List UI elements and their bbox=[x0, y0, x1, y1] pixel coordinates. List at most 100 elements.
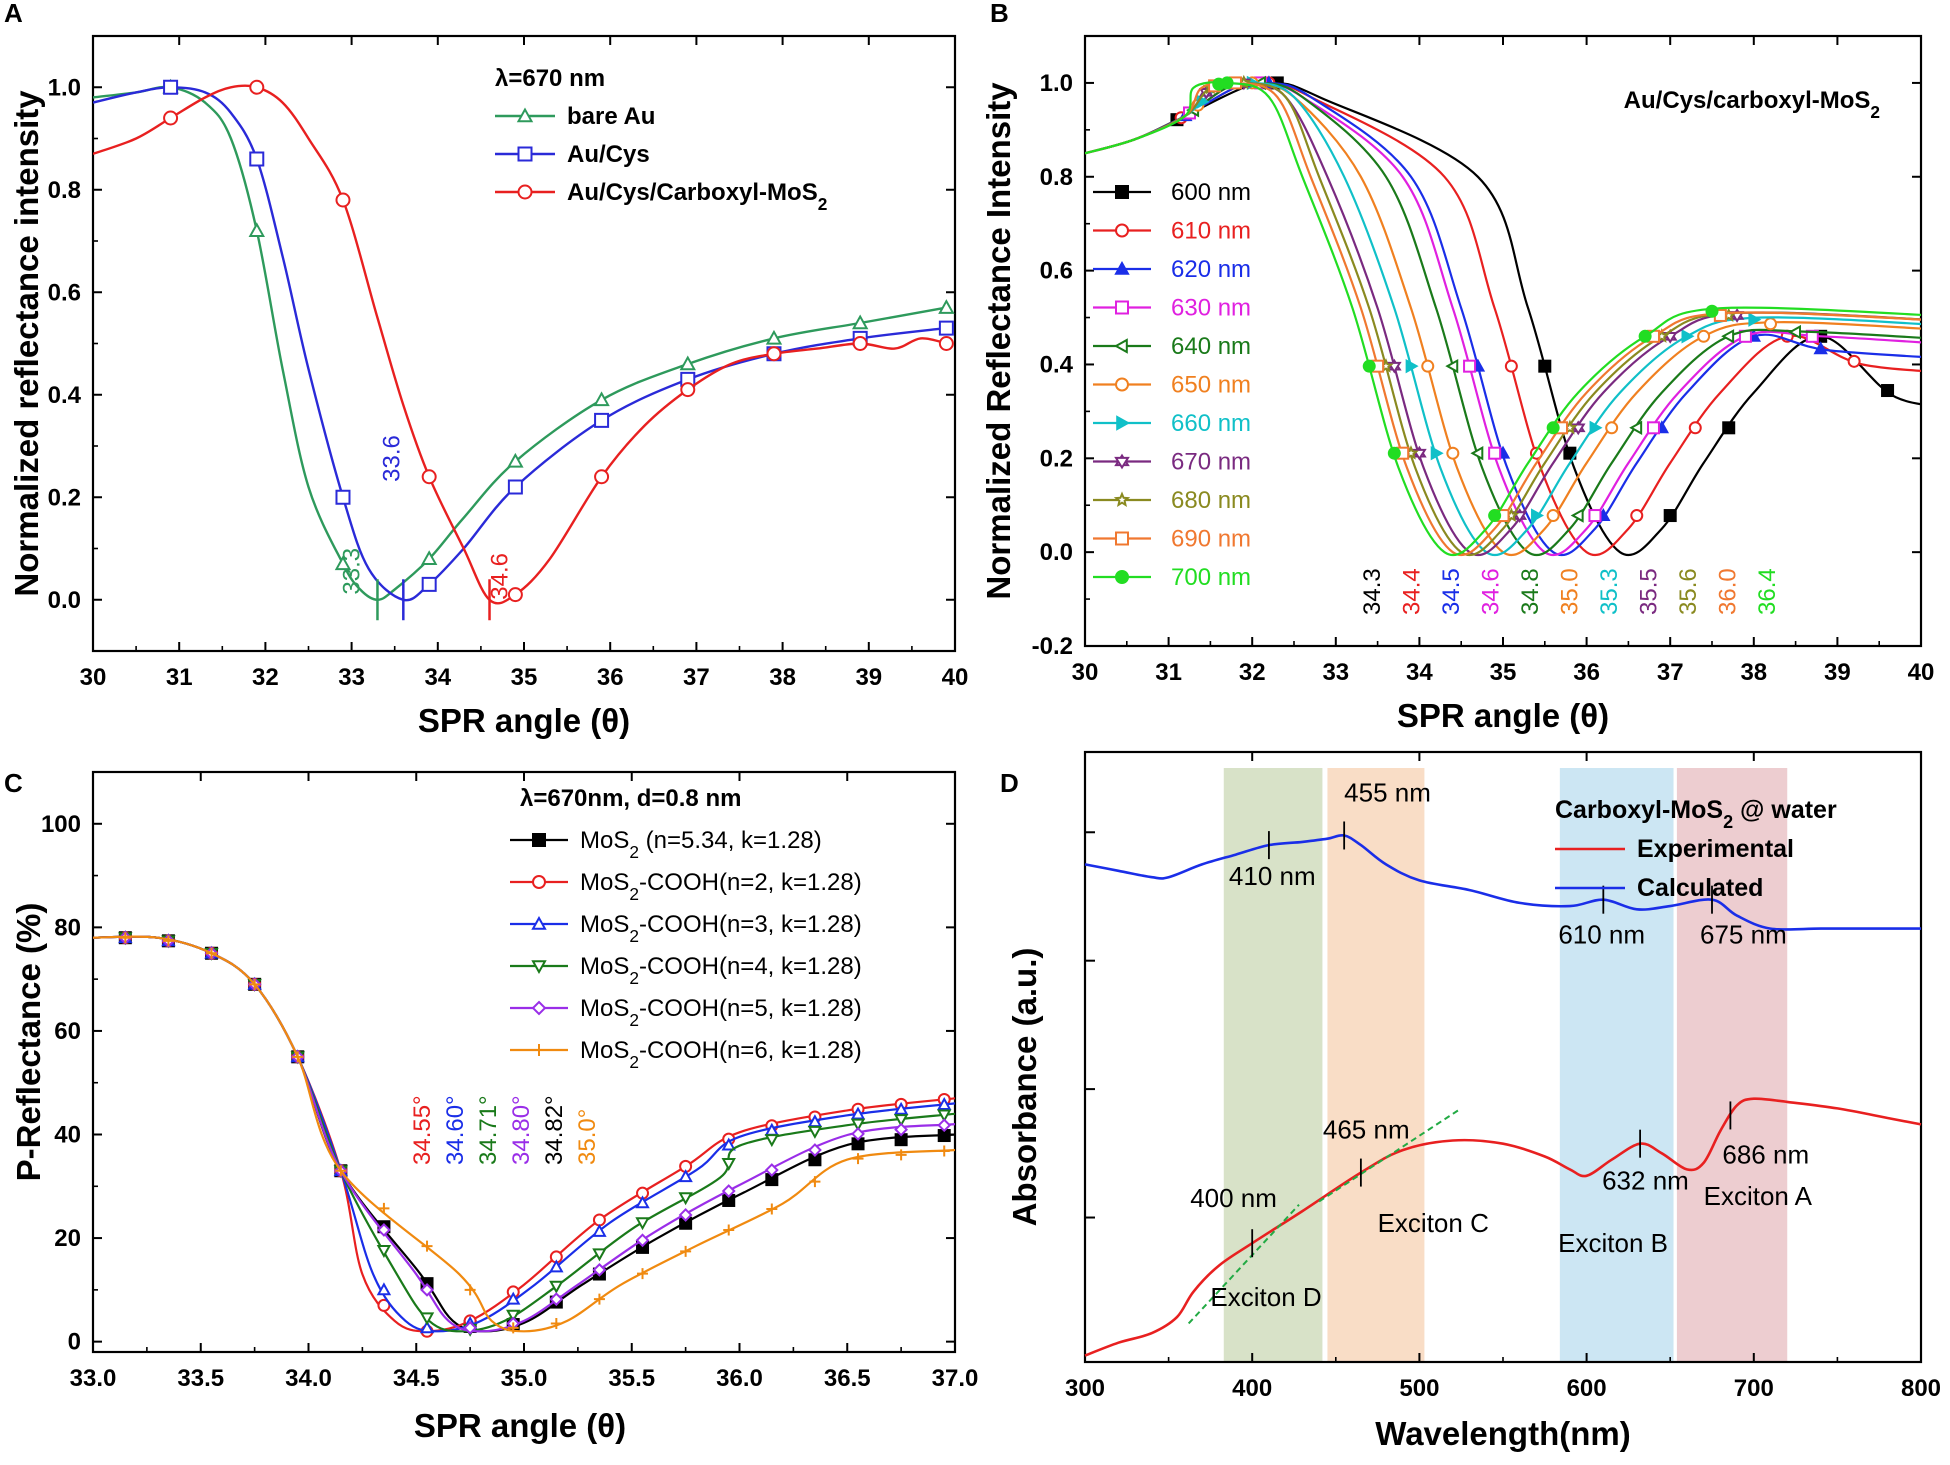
panel-b-title-part: Au/Cys/carboxyl-MoS bbox=[1624, 87, 1871, 114]
panel-c-marker bbox=[549, 1280, 564, 1294]
panel-a-xtick-label: 33 bbox=[338, 664, 365, 691]
panel-b-marker bbox=[1538, 359, 1552, 373]
panel-b-marker bbox=[1588, 509, 1602, 523]
panel-b-legend-marker bbox=[1115, 531, 1129, 546]
panel-b-marker bbox=[1405, 358, 1419, 374]
panel-d-band bbox=[1559, 768, 1674, 1362]
panel-a-marker bbox=[249, 151, 265, 167]
panel-c-legend-marker bbox=[531, 915, 547, 930]
panel-c-marker bbox=[678, 1208, 693, 1222]
panel-a-ytick-label: 1.0 bbox=[48, 74, 81, 101]
panel-c-marker bbox=[809, 1176, 821, 1188]
panel-a-xtick-label: 32 bbox=[252, 664, 279, 691]
panel-a-series bbox=[93, 78, 955, 602]
panel-c-marker bbox=[420, 1282, 434, 1297]
panel-c-marker bbox=[549, 1292, 564, 1307]
panel-c-ytick-label: 40 bbox=[54, 1122, 81, 1149]
panel-c-legend-label-part: MoS bbox=[580, 869, 629, 896]
panel-b-legend-marker bbox=[1115, 570, 1129, 584]
panel-b-marker bbox=[1387, 446, 1401, 460]
panel-c-marker bbox=[506, 1291, 521, 1305]
panel-c-legend-label: MoS2-COOH(n=3, k=1.28) bbox=[580, 911, 862, 946]
panel-c-min-label: 34.60° bbox=[442, 1095, 469, 1165]
panel-b-legend-marker-b bbox=[1114, 456, 1130, 470]
panel-c-xtick-label: 36.5 bbox=[824, 1365, 871, 1392]
panel-b-legend-label: 610 nm bbox=[1171, 218, 1251, 245]
panel-a-marker bbox=[163, 79, 179, 95]
panel-b-xtick-label: 39 bbox=[1824, 659, 1851, 686]
panel-c-marker bbox=[895, 1149, 907, 1161]
panel-c-xtick-label: 35.0 bbox=[501, 1365, 548, 1392]
panel-c-legend-label-part: MoS bbox=[580, 827, 629, 854]
panel-b-marker bbox=[1813, 341, 1828, 355]
panel-c-legend-label-subscript: 2 bbox=[629, 884, 639, 904]
panel-b-marker bbox=[1721, 329, 1735, 344]
panel-a-line bbox=[93, 84, 947, 605]
panel-d-peak-label: 675 nm bbox=[1700, 920, 1787, 950]
panel-a-xtick-label: 40 bbox=[942, 664, 969, 691]
panel-d-tangent bbox=[1318, 1107, 1462, 1203]
panel-b-xtick-label: 36 bbox=[1573, 659, 1600, 686]
panel-c-legend-label-subscript: 2 bbox=[629, 842, 639, 862]
panel-b-letter: B bbox=[990, 0, 1009, 28]
panel-b-marker bbox=[1764, 317, 1778, 331]
panel-b-marker bbox=[1646, 421, 1660, 435]
panel-c-marker bbox=[938, 1145, 950, 1157]
panel-a-legend-title: λ=670 nm bbox=[495, 65, 605, 92]
panel-b-ytick-label: 0.6 bbox=[1040, 258, 1073, 285]
panel-a-legend-label-part: Au/Cys/Carboxyl-MoS bbox=[567, 179, 818, 206]
panel-c-marker bbox=[592, 1223, 607, 1237]
panel-b-xtick-label: 31 bbox=[1155, 659, 1182, 686]
panel-a-ylabel: Normalized reflectance intensity bbox=[8, 90, 45, 597]
panel-c-marker bbox=[678, 1169, 693, 1183]
panel-c-legend-label-part: MoS bbox=[580, 953, 629, 980]
panel-c-marker bbox=[764, 1163, 779, 1177]
panel-a-xtick-label: 39 bbox=[855, 664, 882, 691]
panel-c-marker bbox=[421, 1240, 433, 1252]
panel-d-legend-label: Calculated bbox=[1637, 874, 1763, 902]
panel-b-marker bbox=[1722, 421, 1736, 435]
panel-b-min-label: 34.4 bbox=[1399, 568, 1426, 615]
panel-a-ytick-label: 0.4 bbox=[48, 382, 82, 409]
panel-d-legend-title-part: @ water bbox=[1733, 796, 1837, 824]
panel-c-min-label: 34.80° bbox=[508, 1095, 535, 1165]
panel-c-xtick-label: 34.0 bbox=[285, 1365, 332, 1392]
panel-a-marker bbox=[765, 329, 783, 345]
panel-c-marker bbox=[292, 1051, 304, 1063]
panel-b-ytick-label: -0.2 bbox=[1032, 633, 1073, 660]
panel-c-letter: C bbox=[4, 768, 23, 798]
panel-b-ytick-label: 0.0 bbox=[1040, 539, 1073, 566]
panel-b-legend-label: 640 nm bbox=[1171, 333, 1251, 360]
panel-b-xtick-label: 32 bbox=[1239, 659, 1266, 686]
panel-c-legend-marker bbox=[532, 875, 546, 889]
panel-a-marker bbox=[594, 412, 610, 428]
panel-d-peak-label: 686 nm bbox=[1722, 1139, 1809, 1169]
panel-b-series bbox=[1085, 76, 1921, 556]
panel-b-marker bbox=[1220, 76, 1234, 90]
panel-b-legend-marker bbox=[1116, 415, 1131, 431]
panel-c-ytick-label: 20 bbox=[54, 1225, 81, 1252]
panel-d-xtick-label: 400 bbox=[1232, 1375, 1272, 1402]
panel-c-legend-marker bbox=[531, 960, 547, 975]
panel-a-marker bbox=[851, 314, 869, 330]
panel-c-min-label: 34.71° bbox=[475, 1095, 502, 1165]
panel-d-line bbox=[1084, 833, 1921, 931]
panel-a-min-label: 34.6 bbox=[487, 553, 514, 600]
panel-b-ytick-label: 1.0 bbox=[1040, 70, 1073, 97]
panel-c-marker bbox=[592, 1248, 607, 1262]
panel-b-min-label: 35.3 bbox=[1596, 568, 1623, 615]
panel-a-marker bbox=[249, 79, 265, 95]
panel-b-marker bbox=[1504, 359, 1518, 373]
panel-c-marker bbox=[766, 1203, 778, 1215]
panel-c-marker bbox=[635, 1217, 650, 1231]
panel-b-min-label: 36.0 bbox=[1715, 568, 1742, 615]
panel-c-marker bbox=[206, 947, 218, 959]
panel-b-marker bbox=[1788, 324, 1801, 340]
panel-d-peak-label: 610 nm bbox=[1558, 920, 1645, 950]
panel-b-min-label: 35.0 bbox=[1557, 568, 1584, 615]
panel-c-marker bbox=[635, 1233, 650, 1248]
panel-a-line bbox=[93, 85, 947, 602]
panel-b-xtick-label: 40 bbox=[1908, 659, 1935, 686]
panel-b-marker bbox=[1589, 420, 1603, 436]
panel-b-marker bbox=[1488, 446, 1502, 460]
